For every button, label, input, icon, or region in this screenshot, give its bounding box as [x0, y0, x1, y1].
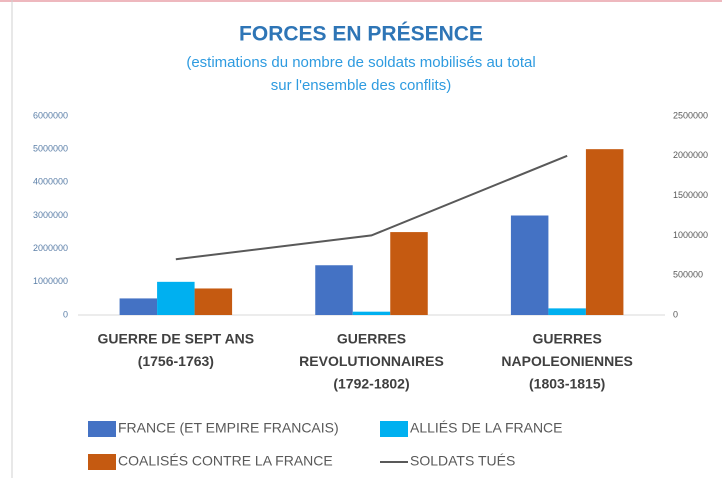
line-series — [175, 154, 568, 261]
y-tick-label: 6000000 — [33, 110, 68, 120]
bar — [585, 149, 624, 315]
x-tick-label: (1803-1815) — [529, 376, 605, 392]
y-tick-label: 5000000 — [33, 144, 68, 154]
bar — [510, 215, 549, 315]
y2-tick-label: 1000000 — [673, 230, 708, 240]
y2-tick-label: 2000000 — [673, 150, 708, 160]
bar — [194, 288, 233, 315]
bar — [157, 281, 195, 315]
y-tick-label: 0 — [63, 309, 68, 319]
legend-label: ALLIÉS DE LA FRANCE — [410, 420, 563, 436]
x-tick-label: GUERRES — [337, 331, 406, 347]
y2-tick-label: 1500000 — [673, 190, 708, 200]
legend-swatch — [380, 421, 408, 437]
y2-tick-label: 0 — [673, 309, 678, 319]
bar — [390, 232, 428, 315]
chart-title: FORCES EN PRÉSENCE — [239, 23, 483, 46]
x-tick-label: (1792-1802) — [333, 376, 409, 392]
bar — [352, 311, 391, 315]
legend-label: FRANCE (ET EMPIRE FRANCAIS) — [118, 420, 339, 436]
y2-tick-label: 2500000 — [673, 110, 708, 120]
legend-label: SOLDATS TUÉS — [410, 453, 515, 469]
x-tick-label: GUERRES — [533, 331, 602, 347]
x-tick-label: NAPOLEONIENNES — [501, 353, 632, 369]
bar — [315, 265, 353, 315]
legend-swatch — [88, 421, 116, 437]
chart-subtitle: sur l'ensemble des conflits) — [271, 77, 451, 94]
y-tick-label: 2000000 — [33, 243, 68, 253]
x-tick-label: GUERRE DE SEPT ANS — [98, 331, 255, 347]
x-tick-label: (1756-1763) — [138, 353, 214, 369]
x-tick-label: REVOLUTIONNAIRES — [299, 353, 444, 369]
bar — [119, 298, 158, 315]
y2-tick-label: 500000 — [673, 270, 703, 280]
bar — [548, 308, 586, 315]
legend-label: COALISÉS CONTRE LA FRANCE — [118, 453, 333, 469]
chart-subtitle: (estimations du nombre de soldats mobili… — [186, 54, 535, 71]
legend-swatch — [88, 454, 116, 470]
y-tick-label: 1000000 — [33, 276, 68, 286]
y-tick-label: 3000000 — [33, 210, 68, 220]
y-tick-label: 4000000 — [33, 177, 68, 187]
